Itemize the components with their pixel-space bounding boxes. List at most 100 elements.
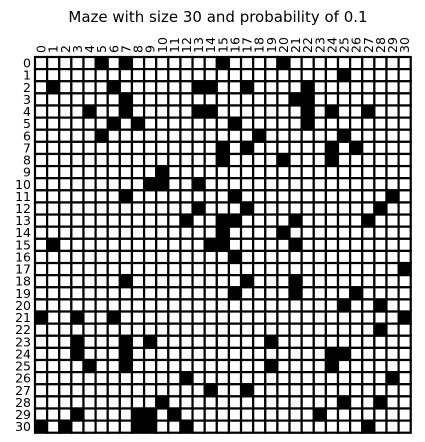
- maze-open-cell: [94, 104, 109, 119]
- maze-open-cell: [203, 322, 218, 337]
- maze-open-cell: [106, 419, 121, 434]
- maze-open-cell: [288, 116, 303, 131]
- y-tick-label: 21: [15, 310, 31, 325]
- maze-open-cell: [336, 80, 352, 95]
- maze-open-cell: [312, 322, 327, 337]
- maze-open-cell: [106, 140, 121, 156]
- maze-open-cell: [191, 237, 206, 253]
- maze-open-cell: [349, 419, 364, 434]
- maze-wall-cell: [397, 261, 412, 277]
- maze-open-cell: [312, 201, 327, 216]
- maze-open-cell: [179, 322, 194, 337]
- y-tick-label: 15: [15, 237, 31, 252]
- maze-open-cell: [82, 201, 97, 216]
- maze-open-cell: [227, 407, 243, 422]
- maze-open-cell: [215, 261, 231, 277]
- maze-open-cell: [373, 274, 388, 289]
- maze-open-cell: [70, 371, 85, 386]
- maze-open-cell: [239, 298, 255, 313]
- maze-open-cell: [203, 371, 218, 386]
- maze-open-cell: [167, 310, 182, 325]
- maze-open-cell: [276, 128, 291, 143]
- maze-wall-cell: [94, 128, 109, 143]
- maze-open-cell: [288, 189, 303, 204]
- maze-open-cell: [94, 201, 109, 216]
- maze-open-cell: [33, 261, 49, 277]
- maze-open-cell: [82, 177, 97, 192]
- maze-open-cell: [167, 164, 182, 180]
- maze-open-cell: [191, 152, 206, 168]
- maze-open-cell: [264, 249, 279, 265]
- maze-open-cell: [312, 128, 327, 143]
- maze-open-cell: [191, 116, 206, 131]
- maze-open-cell: [94, 213, 109, 228]
- maze-open-cell: [215, 395, 231, 410]
- maze-open-cell: [239, 213, 255, 228]
- maze-open-cell: [300, 189, 315, 204]
- maze-open-cell: [324, 68, 340, 83]
- maze-open-cell: [58, 274, 73, 289]
- maze-open-cell: [46, 68, 61, 83]
- maze-open-cell: [300, 55, 315, 71]
- maze-open-cell: [288, 68, 303, 83]
- maze-open-cell: [191, 407, 206, 422]
- maze-open-cell: [58, 383, 73, 398]
- maze-open-cell: [130, 298, 146, 313]
- maze-open-cell: [179, 383, 194, 398]
- maze-open-cell: [361, 371, 376, 386]
- maze-open-cell: [130, 152, 146, 168]
- maze-open-cell: [130, 80, 146, 95]
- maze-open-cell: [167, 322, 182, 337]
- maze-open-cell: [70, 116, 85, 131]
- maze-open-cell: [227, 298, 243, 313]
- maze-wall-cell: [373, 201, 388, 216]
- maze-open-cell: [312, 225, 327, 240]
- maze-wall-cell: [179, 419, 194, 434]
- maze-open-cell: [336, 201, 352, 216]
- maze-open-cell: [70, 177, 85, 192]
- maze-open-cell: [288, 104, 303, 119]
- maze-open-cell: [203, 249, 218, 265]
- maze-open-cell: [94, 310, 109, 325]
- maze-open-cell: [385, 322, 400, 337]
- maze-open-cell: [252, 322, 267, 337]
- maze-open-cell: [300, 286, 315, 301]
- maze-open-cell: [276, 419, 291, 434]
- maze-open-cell: [33, 383, 49, 398]
- maze-open-cell: [130, 104, 146, 119]
- maze-open-cell: [118, 201, 134, 216]
- maze-open-cell: [167, 225, 182, 240]
- maze-open-cell: [167, 274, 182, 289]
- maze-open-cell: [179, 164, 194, 180]
- maze-open-cell: [227, 346, 243, 362]
- maze-open-cell: [215, 128, 231, 143]
- maze-open-cell: [336, 310, 352, 325]
- maze-open-cell: [70, 213, 85, 228]
- maze-open-cell: [227, 201, 243, 216]
- maze-open-cell: [385, 116, 400, 131]
- y-tick-label: 24: [15, 346, 31, 361]
- maze-open-cell: [179, 189, 194, 204]
- x-tick-label: 11: [167, 37, 182, 53]
- maze-open-cell: [70, 152, 85, 168]
- maze-open-cell: [191, 140, 206, 156]
- maze-open-cell: [82, 249, 97, 265]
- maze-open-cell: [397, 298, 412, 313]
- maze-open-cell: [288, 395, 303, 410]
- maze-open-cell: [118, 237, 134, 253]
- maze-open-cell: [155, 92, 170, 107]
- maze-open-cell: [288, 334, 303, 349]
- maze-open-cell: [264, 55, 279, 71]
- maze-open-cell: [276, 383, 291, 398]
- maze-open-cell: [385, 249, 400, 265]
- maze-open-cell: [397, 322, 412, 337]
- maze-open-cell: [203, 140, 218, 156]
- maze-open-cell: [252, 152, 267, 168]
- maze-open-cell: [312, 177, 327, 192]
- x-tick-label: 27: [361, 37, 376, 53]
- maze-open-cell: [203, 177, 218, 192]
- maze-open-cell: [58, 104, 73, 119]
- maze-open-cell: [58, 152, 73, 168]
- maze-open-cell: [397, 201, 412, 216]
